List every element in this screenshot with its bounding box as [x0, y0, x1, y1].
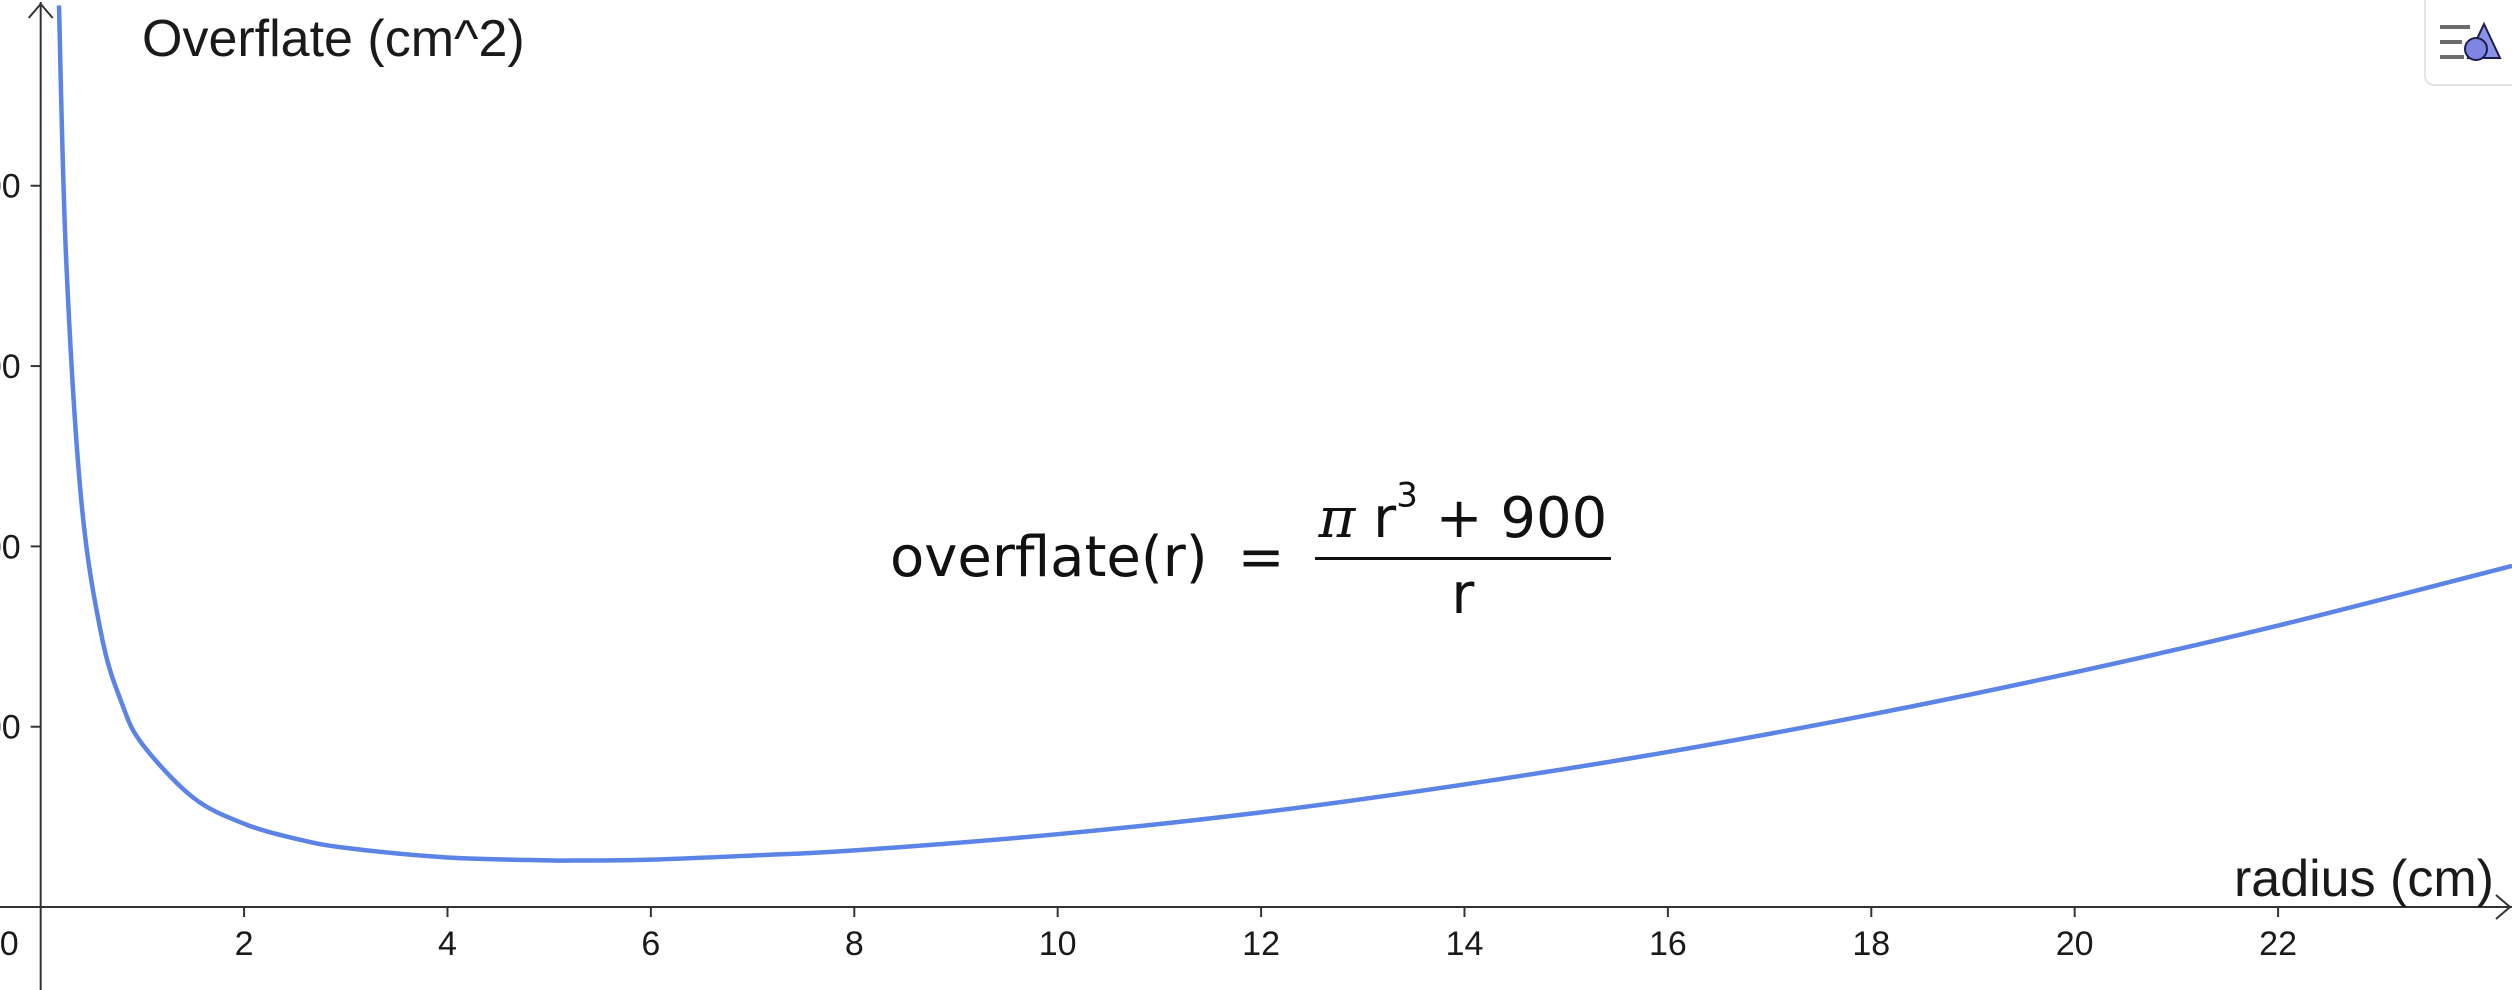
x-axis-title: radius (cm): [2234, 850, 2494, 908]
equation-lhs: overflate(r): [890, 524, 1208, 590]
tick-marks: [30, 184, 2280, 918]
pi-symbol: π: [1318, 485, 1356, 551]
numerator-variable: r: [1373, 485, 1397, 551]
origin-label: 0: [0, 925, 19, 963]
x-tick-label: 6: [641, 925, 660, 963]
function-equation-label: overflate(r) = π r3 + 900 r: [890, 478, 1612, 632]
x-tick-label: 10: [1039, 925, 1077, 963]
y-axis-title: Overflate (cm^2): [142, 10, 525, 68]
x-tick-label: 16: [1649, 925, 1687, 963]
function-curve[interactable]: [56, 5, 2512, 863]
x-tick-label: 20: [2056, 925, 2094, 963]
x-axis-arrow: [2495, 894, 2512, 920]
graphics-style-bar-icon: [2440, 21, 2502, 61]
equation-denominator: r: [1451, 561, 1475, 627]
style-bar-toggle-button[interactable]: [2424, 0, 2512, 86]
equation-equals-sign: =: [1237, 524, 1285, 590]
equation-numerator: π r3 + 900: [1314, 478, 1612, 560]
numerator-constant: + 900: [1435, 485, 1608, 551]
x-tick-label: 14: [1446, 925, 1484, 963]
x-tick-label: 4: [438, 925, 457, 963]
y-tick-label: 3000: [0, 348, 21, 386]
y-axis-arrow: [27, 2, 54, 19]
equation-fraction: π r3 + 900 r: [1314, 478, 1612, 627]
x-tick-label: 2: [235, 925, 254, 963]
x-tick-label: 12: [1242, 925, 1280, 963]
x-tick-label: 8: [845, 925, 864, 963]
y-tick-label: 1000: [0, 709, 21, 747]
y-tick-label: 4000: [0, 168, 21, 206]
x-tick-label: 18: [1852, 925, 1890, 963]
x-tick-label: 22: [2259, 925, 2297, 963]
numerator-exponent: 3: [1396, 475, 1418, 516]
